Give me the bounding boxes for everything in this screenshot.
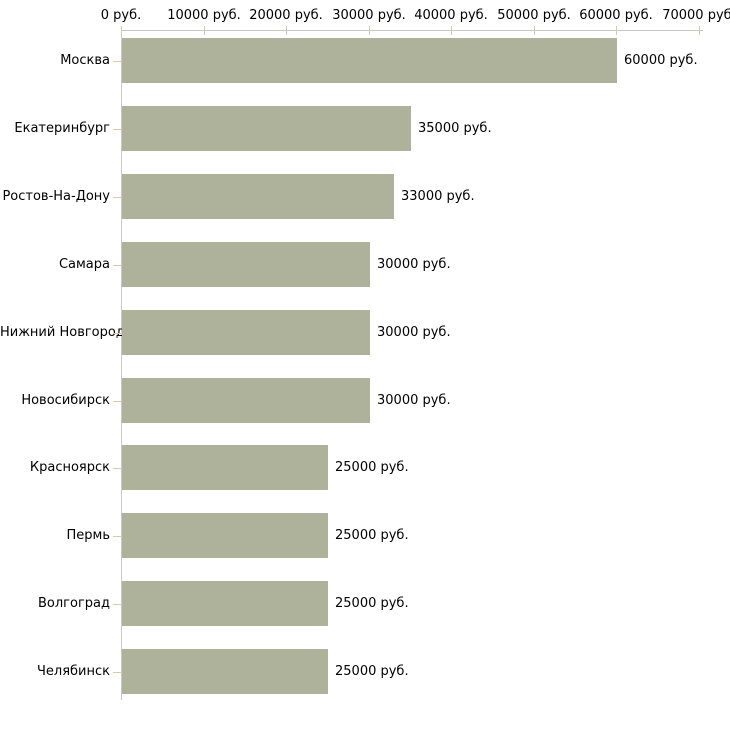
- x-axis-line: [121, 30, 703, 31]
- x-tick-label: 30000 руб.: [332, 8, 406, 23]
- value-label: 25000 руб.: [335, 663, 409, 679]
- value-label: 30000 руб.: [377, 324, 451, 340]
- y-tick-mark: [113, 672, 121, 673]
- x-tick-mark: [699, 26, 700, 35]
- x-tick-label: 40000 руб.: [414, 8, 488, 23]
- x-tick-label: 20000 руб.: [249, 8, 323, 23]
- y-axis-line: [121, 30, 122, 700]
- category-label: Челябинск: [36, 663, 110, 679]
- value-label: 25000 руб.: [335, 527, 409, 543]
- y-tick-mark: [113, 536, 121, 537]
- x-tick-label: 0 руб.: [100, 8, 142, 23]
- value-label: 30000 руб.: [377, 392, 451, 408]
- bar: [122, 38, 617, 83]
- bar: [122, 242, 370, 287]
- value-label: 25000 руб.: [335, 595, 409, 611]
- y-tick-mark: [113, 333, 121, 334]
- bar: [122, 174, 394, 219]
- x-tick-mark: [616, 26, 617, 35]
- category-label: Ростов-На-Дону: [2, 188, 110, 204]
- category-label: Москва: [60, 52, 110, 68]
- x-tick-mark: [121, 26, 122, 35]
- bar: [122, 581, 328, 626]
- bar: [122, 106, 411, 151]
- y-tick-mark: [113, 265, 121, 266]
- bar: [122, 310, 370, 355]
- y-tick-mark: [113, 129, 121, 130]
- y-tick-mark: [113, 61, 121, 62]
- category-label: Екатеринбург: [14, 120, 110, 136]
- category-label: Нижний Новгород: [0, 324, 125, 340]
- x-tick-label: 10000 руб.: [167, 8, 241, 23]
- value-label: 25000 руб.: [335, 459, 409, 475]
- x-tick-mark: [534, 26, 535, 35]
- x-tick-mark: [451, 26, 452, 35]
- value-label: 35000 руб.: [418, 120, 492, 136]
- bar: [122, 513, 328, 558]
- x-tick-label: 70000 руб.: [662, 8, 730, 23]
- category-label: Самара: [58, 256, 110, 272]
- y-tick-mark: [113, 468, 121, 469]
- category-label: Новосибирск: [21, 392, 110, 408]
- value-label: 60000 руб.: [624, 52, 698, 68]
- x-tick-mark: [286, 26, 287, 35]
- value-label: 30000 руб.: [377, 256, 451, 272]
- y-tick-mark: [113, 604, 121, 605]
- bar: [122, 445, 328, 490]
- y-tick-mark: [113, 401, 121, 402]
- value-label: 33000 руб.: [401, 188, 475, 204]
- category-label: Красноярск: [29, 459, 110, 475]
- category-label: Пермь: [66, 527, 111, 543]
- x-tick-mark: [204, 26, 205, 35]
- y-tick-mark: [113, 197, 121, 198]
- x-tick-label: 60000 руб.: [579, 8, 653, 23]
- bar: [122, 378, 370, 423]
- category-label: Волгоград: [37, 595, 110, 611]
- x-tick-mark: [369, 26, 370, 35]
- bar: [122, 649, 328, 694]
- x-tick-label: 50000 руб.: [497, 8, 571, 23]
